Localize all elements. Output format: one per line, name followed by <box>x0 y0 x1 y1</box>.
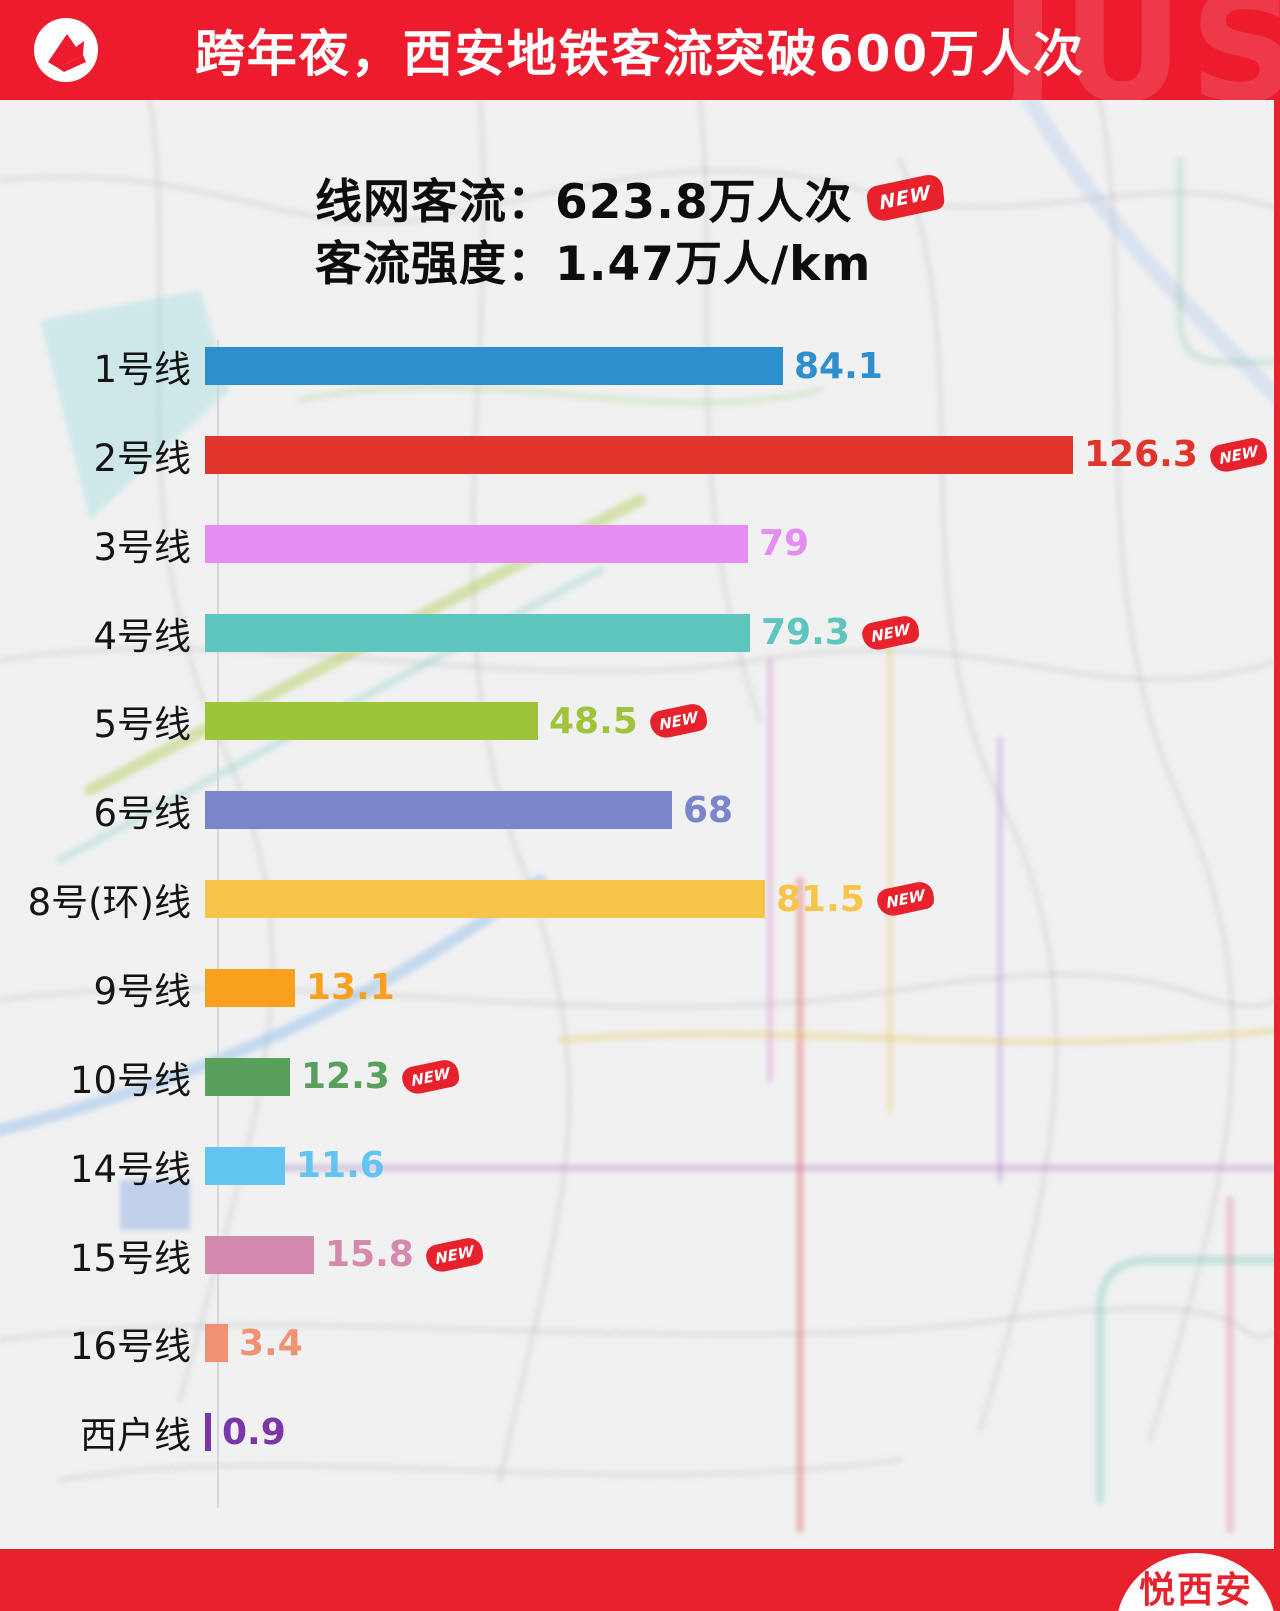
right-edge-accent <box>1274 0 1280 1611</box>
page-title: 跨年夜，西安地铁客流突破600万人次 <box>194 25 1086 83</box>
network-flow-text: 线网客流：623.8万人次 <box>315 175 853 230</box>
chart-row: 6号线 68 <box>0 772 1280 848</box>
line-value: 15.8 <box>325 1234 414 1275</box>
line-bar <box>205 613 750 652</box>
line-value: 48.5 <box>549 700 638 742</box>
line-value: 3.4 <box>239 1322 303 1364</box>
metro-map-background <box>0 100 1280 1534</box>
line-bar <box>205 968 295 1007</box>
new-badge: NEW <box>400 1056 461 1097</box>
header-bar: JUST 跨年夜，西安地铁客流突破600万人次 <box>0 0 1280 100</box>
line-bar <box>205 1235 314 1274</box>
chart-row: 10号线 12.3 NEW <box>0 1039 1280 1115</box>
chart-row: 4号线 79.3 NEW <box>0 595 1280 671</box>
chart-row: 3号线 79 <box>0 506 1280 582</box>
line-label: 16号线 <box>69 1325 191 1369</box>
line-label: 10号线 <box>69 1058 191 1102</box>
brand-name: 悦西安 <box>1138 1570 1253 1611</box>
line-bar <box>205 702 538 741</box>
chart-row: 16号线 3.4 <box>0 1305 1280 1381</box>
line-label: 4号线 <box>93 614 191 658</box>
line-value: 126.3 <box>1084 434 1198 476</box>
line-label: 2号线 <box>93 436 191 480</box>
line-value: 84.1 <box>794 345 883 387</box>
line-value: 79 <box>759 523 810 565</box>
summary-block: 线网客流：623.8万人次 NEW 客流强度：1.47万人/km <box>315 172 945 296</box>
line-bar <box>205 524 748 563</box>
line-bar <box>205 791 672 830</box>
line-bar <box>205 1057 290 1096</box>
line-label: 14号线 <box>69 1147 191 1191</box>
chart-row: 9号线 13.1 <box>0 950 1280 1026</box>
line-label: 15号线 <box>69 1236 191 1280</box>
line-value: 11.6 <box>296 1145 385 1187</box>
chart-row: 5号线 48.5 NEW <box>0 683 1280 759</box>
new-badge: NEW <box>648 701 709 742</box>
line-value: 13.1 <box>306 967 395 1009</box>
line-value: 81.5 <box>776 878 865 920</box>
new-badge: NEW <box>875 879 936 920</box>
line-bar <box>205 435 1073 474</box>
new-badge: NEW <box>860 612 921 653</box>
line-label: 8号(环)线 <box>27 881 191 925</box>
line-label: 6号线 <box>93 792 191 836</box>
flow-intensity-text: 客流强度：1.47万人/km <box>315 237 872 292</box>
chart-row: 2号线 126.3 NEW <box>0 417 1280 493</box>
new-badge: NEW <box>424 1234 485 1275</box>
line-bar <box>205 1324 228 1363</box>
line-bar <box>205 880 765 919</box>
line-label: 3号线 <box>93 525 191 569</box>
header-watermark-text: JUST <box>1000 0 1280 100</box>
footer-bar <box>0 1549 1280 1611</box>
line-value: 0.9 <box>222 1411 286 1453</box>
line-label: 1号线 <box>93 348 191 391</box>
line-value: 79.3 <box>761 612 850 654</box>
chart-row: 14号线 11.6 <box>0 1128 1280 1204</box>
line-label: 西户线 <box>80 1414 191 1458</box>
chart-row: 8号(环)线 81.5 NEW <box>0 861 1280 937</box>
line-bar <box>205 347 783 385</box>
chart-row: 15号线 15.8 NEW <box>0 1217 1280 1293</box>
line-label: 9号线 <box>93 969 191 1013</box>
chart-row: 西户线 0.9 <box>0 1394 1280 1470</box>
chart-row: 1号线 84.1 <box>0 328 1280 404</box>
chart-axis-line <box>217 340 219 1508</box>
line-bar <box>205 1413 211 1452</box>
flow-intensity-stat: 客流强度：1.47万人/km <box>315 234 944 296</box>
line-value: 68 <box>683 789 734 831</box>
line-bar <box>205 1146 285 1185</box>
justxa-logo-icon <box>34 18 98 82</box>
line-label: 5号线 <box>93 703 191 747</box>
network-flow-stat: 线网客流：623.8万人次 NEW <box>315 172 945 234</box>
new-badge: NEW <box>1209 434 1269 475</box>
line-value: 12.3 <box>301 1056 390 1098</box>
